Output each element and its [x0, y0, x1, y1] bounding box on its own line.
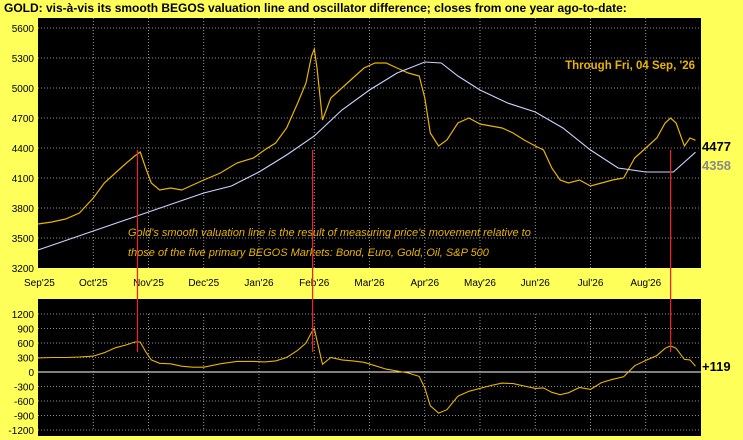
annotation-line-1: Gold's smooth valuation line is the resu…	[128, 227, 531, 239]
x-tick-label: Aug'26	[630, 278, 661, 289]
x-tick-label: Jan'26	[244, 278, 274, 289]
x-tick-label: Oct'25	[79, 278, 108, 289]
main-y-tick-labels: 3200 3500 3800 4100 4400 4700 5000 5300 5600	[12, 24, 35, 275]
oscillator-y-tick-label: 900	[17, 325, 34, 336]
x-tick-labels: Sep'25 Oct'25 Nov'25 Dec'25 Jan'26 Feb'26 Mar'…	[24, 278, 662, 289]
oscillator-line	[37, 327, 696, 414]
marker-lines	[136, 150, 672, 352]
main-y-tick-label: 3500	[12, 234, 35, 245]
oscillator-y-tick-label: -300	[14, 383, 34, 394]
annotation-line-2: those of the five primary BEGOS Markets:…	[128, 247, 490, 259]
oscillator-title: Oscillator = Price less BEGOS Valuation	[467, 301, 695, 315]
main-gridlines	[38, 18, 701, 268]
main-plot-area	[38, 18, 701, 268]
oscillator-y-tick-label: 600	[17, 339, 34, 350]
main-series	[37, 46, 696, 251]
x-tick-label: Jul'26	[578, 278, 604, 289]
price-line	[37, 46, 696, 225]
oscillator-last-label: +119	[702, 359, 731, 374]
last-valuation-label: 4358	[702, 158, 731, 173]
through-date-label: Through Fri, 04 Sep, '26	[565, 60, 695, 72]
x-tick-label: Nov'25	[133, 278, 164, 289]
oscillator-gridlines	[38, 313, 701, 431]
x-tick-label: Apr'26	[410, 278, 439, 289]
x-tick-label: Sep'25	[24, 278, 55, 289]
last-price-label: 4477	[702, 139, 731, 154]
x-tick-label: Mar'26	[354, 278, 385, 289]
main-y-tick-label: 4100	[12, 174, 35, 185]
oscillator-y-tick-label: -1200	[8, 426, 34, 437]
oscillator-series	[37, 327, 696, 414]
x-tick-label: May'26	[464, 278, 496, 289]
oscillator-y-tick-label: 300	[17, 354, 34, 365]
chart-title: GOLD: vis-à-vis its smooth BEGOS valuati…	[4, 1, 627, 15]
x-tick-label: Dec'25	[188, 278, 219, 289]
x-tick-label: Feb'26	[299, 278, 330, 289]
main-y-tick-label: 4400	[12, 144, 35, 155]
oscillator-y-tick-label: -600	[14, 397, 34, 408]
main-y-tick-label: 3200	[12, 264, 35, 275]
main-y-tick-label: 4700	[12, 114, 35, 125]
main-y-tick-label: 5300	[12, 54, 35, 65]
main-y-tick-label: 3800	[12, 204, 35, 215]
oscillator-y-tick-labels: -1200 -900 -600 -300 0 300 600 900 1200	[8, 310, 34, 437]
oscillator-y-tick-label: 1200	[12, 310, 35, 321]
x-tick-label: Jun'26	[521, 278, 551, 289]
oscillator-y-tick-label: -900	[14, 412, 34, 423]
oscillator-y-tick-label: 0	[28, 368, 34, 379]
main-y-tick-label: 5600	[12, 24, 35, 35]
main-y-tick-label: 5000	[12, 84, 35, 95]
valuation-line	[37, 61, 696, 251]
